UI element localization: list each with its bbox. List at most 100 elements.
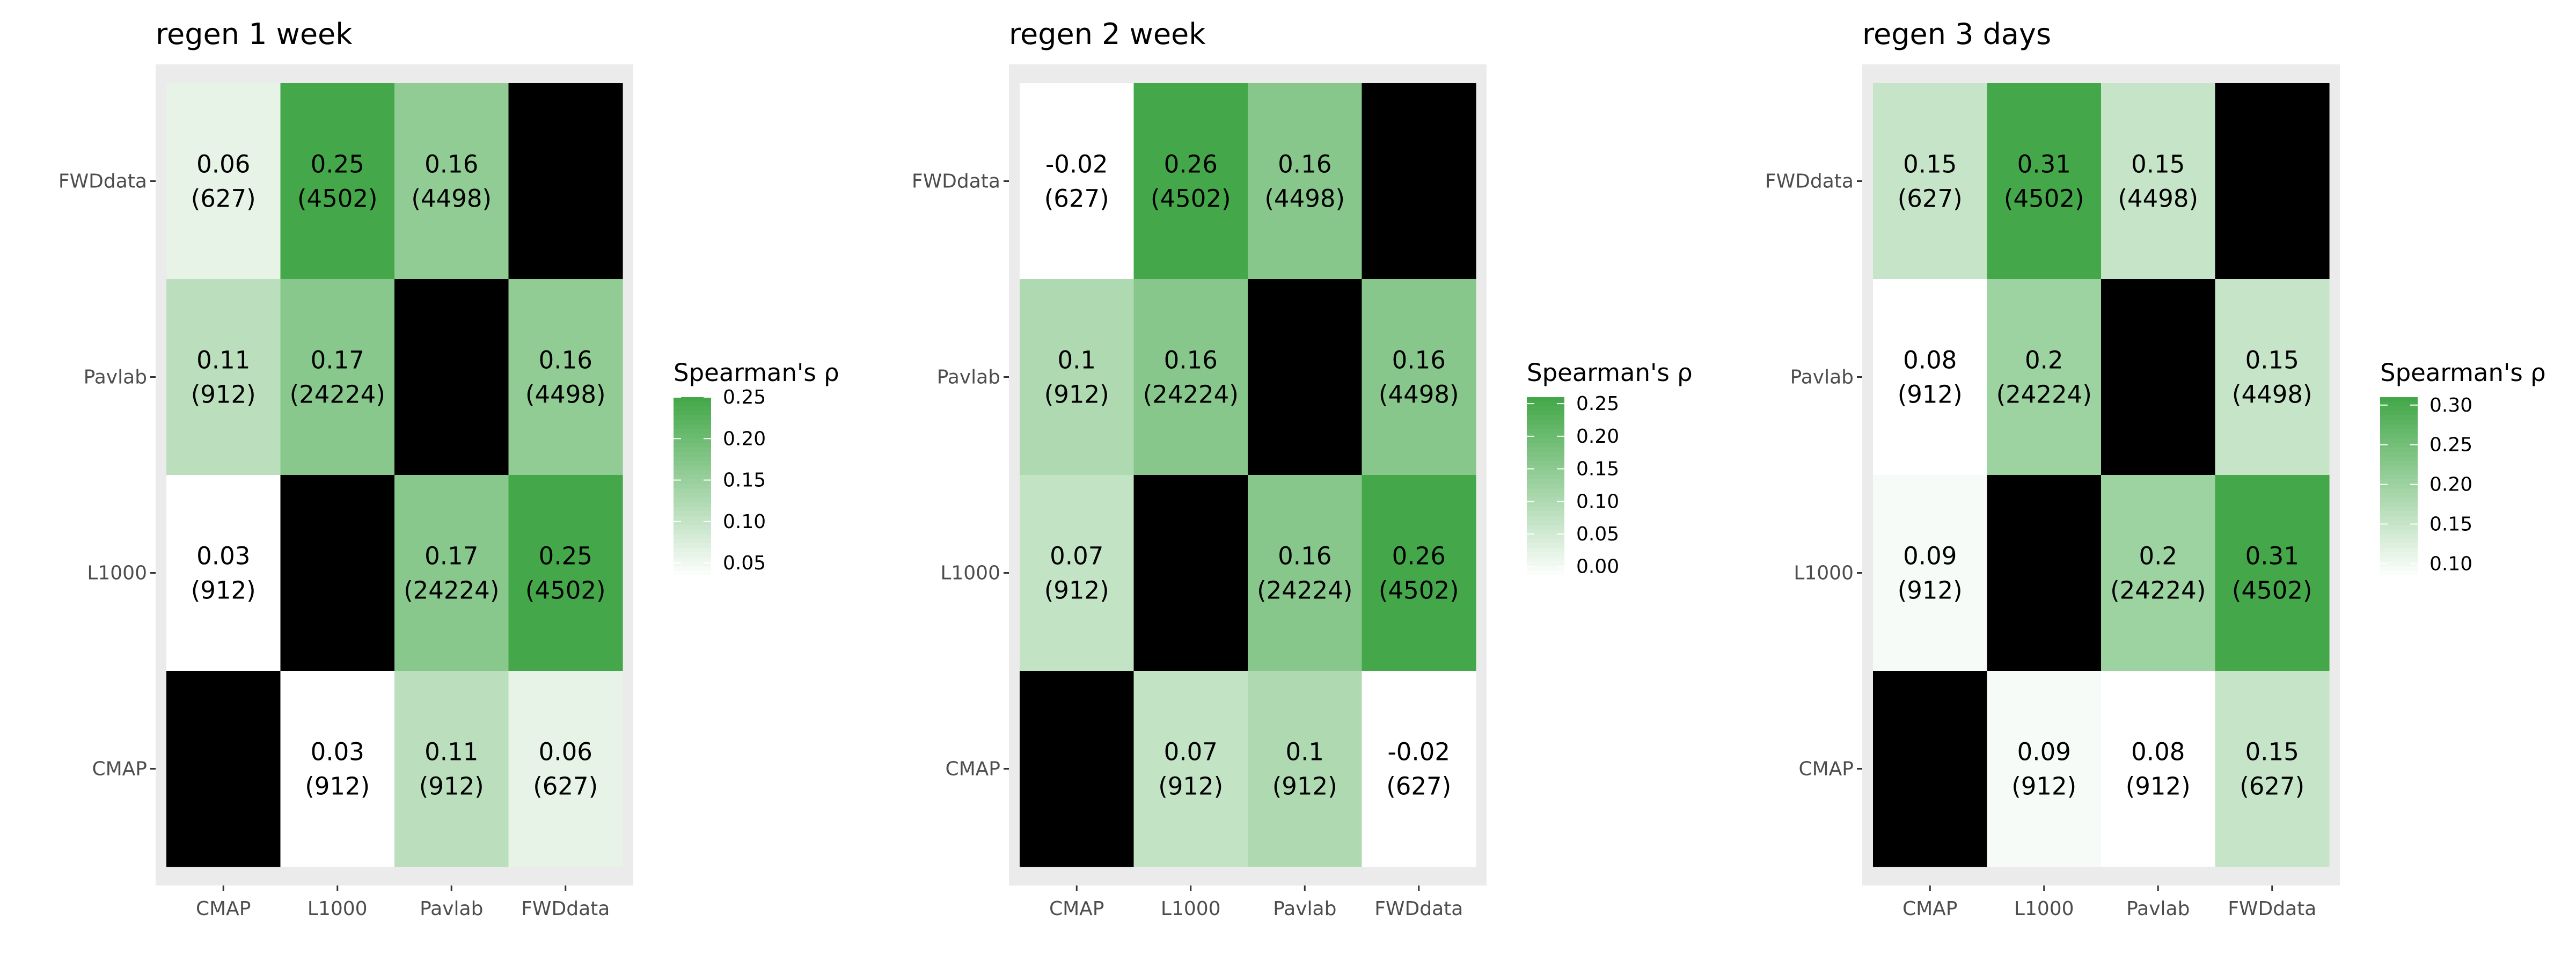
cell-value-label: 0.15 xyxy=(2245,738,2299,766)
legend-tick-label: 0.30 xyxy=(2429,394,2472,416)
legend-gradient-step xyxy=(674,401,711,407)
heatmap-cell xyxy=(508,279,623,475)
legend-gradient-step xyxy=(2380,557,2418,562)
legend-gradient-step xyxy=(2380,566,2418,571)
legend-gradient-step xyxy=(674,415,711,421)
cell-count-label: (627) xyxy=(1898,185,1963,213)
cell-value-label: 0.1 xyxy=(1057,346,1096,375)
y-tick-label: CMAP xyxy=(1798,758,1854,780)
legend-gradient-step xyxy=(1527,452,1564,457)
cell-value-label: 0.06 xyxy=(539,738,592,766)
heatmap-cell xyxy=(1362,475,1476,671)
cell-count-label: (912) xyxy=(1272,772,1337,801)
cell-count-label: (912) xyxy=(1044,576,1109,605)
heatmap-cell xyxy=(280,475,395,671)
cell-count-label: (4502) xyxy=(525,576,606,605)
cell-count-label: (912) xyxy=(1158,772,1223,801)
cell-value-label: 0.15 xyxy=(2131,150,2185,179)
legend-gradient-step xyxy=(2380,488,2418,494)
legend-gradient-step xyxy=(674,529,711,535)
y-tick-label: CMAP xyxy=(945,758,1000,780)
heatmap-cell xyxy=(1873,671,1988,867)
x-tick-label: CMAP xyxy=(1902,898,1958,920)
legend-gradient-step xyxy=(1527,401,1564,407)
cell-count-label: (24224) xyxy=(404,576,499,605)
cell-count-label: (4498) xyxy=(2118,185,2198,213)
heatmap-cell xyxy=(1133,279,1248,475)
legend-gradient-step xyxy=(674,516,711,521)
heatmap-panel-1: regen 1 week 0.06 (627) 0.25 (4502) 0.16 (4498… xyxy=(58,17,839,920)
cell-count-label: (912) xyxy=(2011,772,2076,801)
cell-value-label: 0.31 xyxy=(2017,150,2071,179)
legend-gradient-step xyxy=(1527,575,1564,580)
x-tick-label: FWDdata xyxy=(1374,898,1463,920)
legend-gradient-step xyxy=(1527,570,1564,576)
legend-gradient-step xyxy=(674,429,711,434)
heatmap-cell xyxy=(1248,671,1363,867)
y-tick-label: FWDdata xyxy=(912,171,1000,193)
cell-value-label: 0.26 xyxy=(1392,542,1446,570)
legend-gradient-step xyxy=(1527,434,1564,439)
heatmap-cell xyxy=(508,83,623,280)
legend-gradient-step xyxy=(1527,525,1564,530)
legend-gradient-step xyxy=(2380,411,2418,416)
legend-gradient-step xyxy=(1527,406,1564,412)
legend-gradient-step xyxy=(1527,479,1564,485)
x-tick-label: Pavlab xyxy=(420,898,483,920)
legend-title: Spearman's ρ xyxy=(2380,358,2546,387)
legend-gradient-step xyxy=(1527,516,1564,521)
panel-title: regen 1 week xyxy=(156,17,353,51)
cell-count-label: (4498) xyxy=(1379,380,1459,409)
heatmap-cell xyxy=(394,279,509,475)
heatmap-cell xyxy=(508,475,623,671)
legend-gradient-step xyxy=(1527,411,1564,416)
legend-gradient-step xyxy=(1527,543,1564,548)
heatmap-cell xyxy=(1133,475,1248,671)
y-tick-label: FWDdata xyxy=(58,171,147,193)
color-legend: Spearman's ρ 0.00 0.05 0.10 0.15 0.20 0.25 xyxy=(1527,358,1693,580)
heatmap-cell xyxy=(166,475,281,671)
legend-gradient-step xyxy=(2380,461,2418,466)
legend-gradient-step xyxy=(1527,538,1564,544)
cell-value-label: 0.17 xyxy=(311,346,364,375)
cell-count-label: (627) xyxy=(2240,772,2304,801)
legend-gradient-step xyxy=(2380,547,2418,553)
legend-gradient-step xyxy=(1527,447,1564,452)
cell-value-label: 0.11 xyxy=(425,738,478,766)
legend-gradient-step xyxy=(2380,470,2418,475)
heatmap-cell xyxy=(394,671,509,867)
heatmap-cell xyxy=(1248,475,1363,671)
heatmap-cell xyxy=(166,671,281,867)
legend-gradient-step xyxy=(1527,493,1564,498)
legend-gradient-step xyxy=(674,575,711,580)
heatmap-cell xyxy=(1020,671,1135,867)
cell-value-label: -0.02 xyxy=(1388,738,1450,766)
cell-count-label: (24224) xyxy=(290,380,385,409)
cell-value-label: 0.16 xyxy=(1278,542,1331,570)
cell-count-label: (912) xyxy=(191,380,256,409)
legend-gradient-step xyxy=(674,425,711,430)
legend-tick-label: 0.10 xyxy=(2429,553,2472,575)
legend-gradient-step xyxy=(1527,474,1564,480)
legend-tick-label: 0.20 xyxy=(723,428,766,450)
legend-gradient-step xyxy=(674,479,711,485)
panel-title: regen 2 week xyxy=(1009,17,1206,51)
y-tick-label: FWDdata xyxy=(1765,171,1854,193)
legend-gradient-step xyxy=(674,538,711,544)
legend-gradient-step xyxy=(2380,415,2418,421)
heatmap-cell xyxy=(394,83,509,280)
legend-gradient-step xyxy=(2380,443,2418,448)
legend-gradient-step xyxy=(1527,511,1564,516)
legend-gradient-step xyxy=(2380,543,2418,548)
heatmap-cell xyxy=(280,279,395,475)
heatmap-cell xyxy=(280,671,395,867)
legend-gradient-step xyxy=(2380,520,2418,525)
heatmap-cell xyxy=(1020,279,1135,475)
legend-tick-label: 0.20 xyxy=(1576,426,1619,448)
legend-tick-label: 0.05 xyxy=(1576,523,1619,545)
legend-gradient-step xyxy=(674,497,711,503)
legend-gradient-step xyxy=(1527,547,1564,553)
cell-value-label: 0.07 xyxy=(1164,738,1218,766)
y-tick-label: L1000 xyxy=(1794,562,1854,584)
legend-gradient-step xyxy=(2380,474,2418,480)
